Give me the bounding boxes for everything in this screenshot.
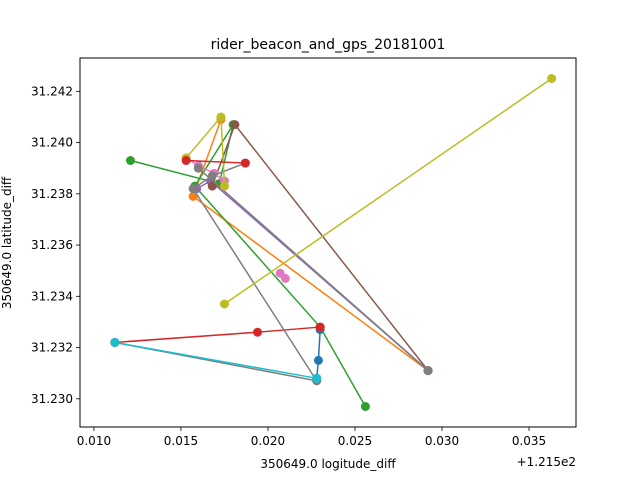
y-axis: 31.230 31.232 31.234 31.236 31.238 31.240 31.2… bbox=[31, 84, 80, 406]
y-tick-label: 31.240 bbox=[31, 136, 73, 150]
x-axis: 0.010 0.015 0.020 0.025 0.030 0.035 bbox=[77, 427, 546, 448]
series-group bbox=[219, 74, 557, 309]
data-point bbox=[110, 337, 120, 347]
plot-frame bbox=[79, 57, 577, 428]
x-tick-label: 0.015 bbox=[164, 434, 198, 448]
series-group bbox=[110, 337, 322, 383]
data-point bbox=[240, 158, 250, 168]
data-point bbox=[219, 299, 229, 309]
data-point bbox=[423, 366, 433, 376]
y-tick-label: 31.242 bbox=[31, 84, 73, 98]
data-point bbox=[230, 120, 240, 130]
x-axis-label: 350649.0 logitude_diff bbox=[260, 457, 396, 471]
y-tick-label: 31.230 bbox=[31, 392, 73, 406]
data-point bbox=[219, 181, 229, 191]
x-tick-label: 0.020 bbox=[251, 434, 285, 448]
y-tick-label: 31.236 bbox=[31, 238, 73, 252]
series-group bbox=[275, 268, 290, 283]
y-tick-label: 31.234 bbox=[31, 289, 73, 303]
data-point bbox=[207, 181, 217, 191]
data-point bbox=[360, 402, 370, 411]
x-tick-label: 0.025 bbox=[338, 434, 372, 448]
series-line bbox=[186, 159, 246, 164]
y-tick-label: 31.232 bbox=[31, 341, 73, 355]
x-tick-label: 0.010 bbox=[77, 434, 111, 448]
data-point bbox=[207, 171, 217, 181]
data-point bbox=[313, 355, 323, 365]
y-axis-label: 350649.0 latitude_diff bbox=[0, 176, 14, 309]
data-point bbox=[216, 112, 226, 122]
data-point bbox=[312, 373, 322, 383]
data-point bbox=[125, 156, 135, 165]
data-point bbox=[280, 273, 290, 283]
series-line bbox=[114, 341, 317, 380]
data-point bbox=[253, 327, 263, 337]
data-point bbox=[188, 184, 198, 194]
data-point bbox=[315, 322, 325, 332]
x-tick-label: 0.035 bbox=[512, 434, 546, 448]
series-line bbox=[197, 167, 429, 372]
data-point bbox=[547, 74, 557, 83]
series-group bbox=[193, 163, 433, 376]
y-tick-label: 31.238 bbox=[31, 187, 73, 201]
data-point bbox=[188, 191, 198, 201]
data-point bbox=[193, 163, 203, 173]
x-axis-offset-label: +1.215e2 bbox=[517, 455, 576, 469]
data-point bbox=[181, 156, 191, 165]
x-tick-label: 0.030 bbox=[425, 434, 459, 448]
series-group bbox=[181, 156, 250, 168]
series-line bbox=[224, 77, 553, 305]
series-line bbox=[185, 157, 225, 182]
chart-title: rider_beacon_and_gps_20181001 bbox=[211, 37, 446, 53]
series-layer bbox=[110, 74, 557, 411]
series-line bbox=[130, 123, 367, 407]
